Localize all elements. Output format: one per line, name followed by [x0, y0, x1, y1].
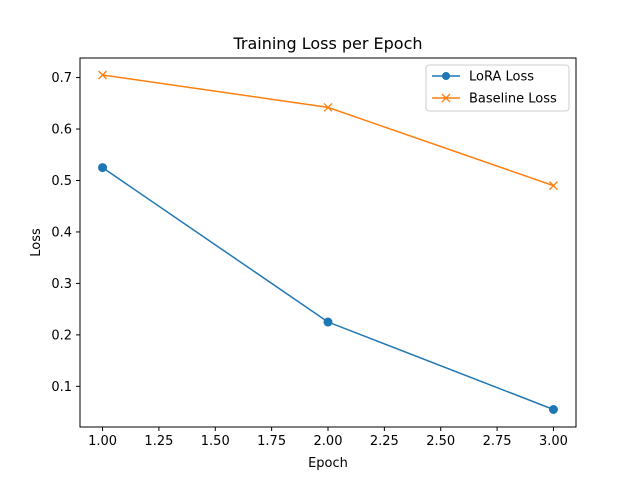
chart-title: Training Loss per Epoch: [232, 34, 422, 53]
legend-entry-label: Baseline Loss: [469, 92, 557, 107]
legend: LoRA Loss Baseline Loss: [425, 64, 570, 112]
x-tick-label: 2.50: [426, 434, 455, 449]
y-tick-label: 0.1: [51, 380, 72, 395]
x-tick-label: 1.25: [144, 434, 173, 449]
x-tick-label: 3.00: [539, 434, 568, 449]
legend-box: [425, 64, 570, 112]
legend-marker-icon: [441, 93, 451, 103]
x-tick-label: 1.00: [88, 434, 117, 449]
x-tick-label: 2.25: [370, 434, 399, 449]
y-tick-label: 0.7: [51, 71, 72, 86]
y-tick-label: 0.5: [51, 174, 72, 189]
legend-entry-label: LoRA Loss: [469, 70, 534, 85]
lora-loss-point: [323, 317, 333, 327]
x-tick-label: 2.00: [314, 434, 343, 449]
x-tick-label: 1.50: [201, 434, 230, 449]
lora-loss-point: [548, 405, 558, 415]
lora-loss-point: [98, 163, 108, 173]
y-tick-label: 0.6: [51, 123, 72, 138]
y-axis: 0.1 0.2 0.3 0.4 0.5 0.6 0.7: [51, 71, 80, 395]
x-axis: 1.00 1.25 1.50 1.75 2.00 2.25 2.50 2.75 3.00: [88, 427, 568, 449]
baseline-loss-point: [98, 70, 108, 80]
baseline-loss-point: [548, 181, 558, 191]
plot-area: [98, 70, 558, 415]
x-tick-label: 1.75: [257, 434, 286, 449]
x-axis-label: Epoch: [308, 456, 348, 471]
x-tick-label: 2.75: [483, 434, 512, 449]
y-axis-label: Loss: [29, 228, 44, 257]
y-tick-label: 0.3: [51, 277, 72, 292]
legend-marker-icon: [442, 72, 450, 80]
baseline-loss-point: [323, 102, 333, 112]
y-tick-label: 0.4: [51, 225, 72, 240]
y-tick-label: 0.2: [51, 328, 72, 343]
